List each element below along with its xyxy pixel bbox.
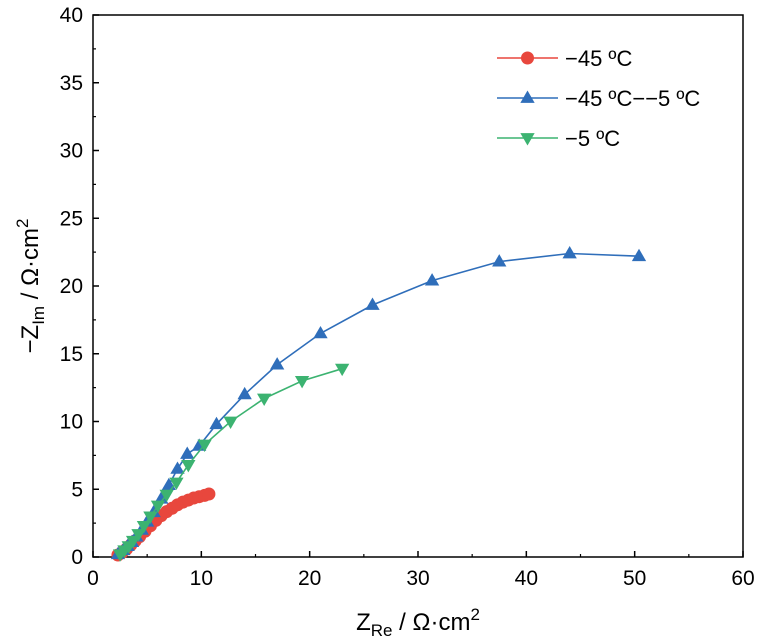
y-tick-label: 40 [60, 4, 83, 27]
x-tick-label: 60 [731, 567, 754, 590]
series-3 [112, 363, 350, 562]
data-point [424, 273, 440, 286]
x-axis-title: ZRe / Ω·cm2 [356, 605, 480, 640]
data-point [125, 535, 141, 549]
data-point [209, 416, 224, 430]
legend-label: −45 ºC [565, 46, 632, 71]
y-tick-label: 25 [60, 207, 83, 230]
y-tick-label: 35 [60, 72, 83, 95]
legend-marker [521, 51, 534, 65]
x-tick-label: 50 [623, 567, 646, 590]
data-point [159, 489, 174, 503]
data-point [335, 363, 350, 377]
x-tick-label: 10 [190, 567, 213, 590]
data-point [257, 393, 272, 406]
x-tick-label: 40 [515, 567, 538, 590]
data-point [131, 529, 146, 542]
legend: −45 ºC −45 ºC−−5 ºC −5 ºC [497, 46, 700, 151]
y-tick-label: 0 [71, 546, 83, 569]
x-tick-label: 30 [406, 567, 429, 590]
legend-item: −5 ºC [497, 126, 620, 151]
data-point [154, 491, 169, 504]
data-point [365, 297, 380, 310]
series-line [117, 252, 640, 555]
data-point [270, 357, 285, 370]
legend-marker [520, 133, 535, 146]
data-point [180, 446, 195, 459]
series-2 [110, 246, 647, 560]
data-point [136, 520, 152, 534]
data-point [223, 416, 238, 429]
y-axis-title: −ZIm / Ω·cm2 [13, 219, 48, 354]
data-point [562, 246, 577, 259]
data-point [169, 477, 184, 490]
legend-item: −45 ºC−−5 ºC [497, 86, 700, 111]
legend-label: −45 ºC−−5 ºC [565, 86, 700, 111]
axes: 0 10 20 30 40 50 60 0 5 10 15 20 25 30 35 40 ZRe / Ω·cm2… [13, 4, 755, 640]
data-point [181, 459, 196, 473]
legend-marker [520, 90, 535, 103]
y-tick-label: 30 [60, 140, 83, 163]
data-point [313, 325, 328, 339]
y-tick-label: 15 [60, 343, 83, 366]
data-point [294, 375, 310, 389]
data-point [631, 248, 647, 262]
x-tick-label: 20 [298, 567, 321, 590]
legend-item: −45 ºC [497, 46, 632, 71]
series-layer [110, 246, 647, 562]
data-point [170, 461, 185, 474]
x-tick-label: 0 [87, 567, 99, 590]
y-tick-label: 5 [71, 478, 83, 501]
data-point [150, 500, 166, 513]
y-tick-label: 20 [60, 275, 83, 298]
y-tick-label: 10 [60, 411, 83, 434]
data-point [202, 487, 216, 501]
legend-label: −5 ºC [565, 126, 620, 151]
data-point [197, 439, 212, 453]
data-point [492, 254, 507, 267]
data-point [143, 511, 158, 524]
data-point [237, 386, 252, 400]
